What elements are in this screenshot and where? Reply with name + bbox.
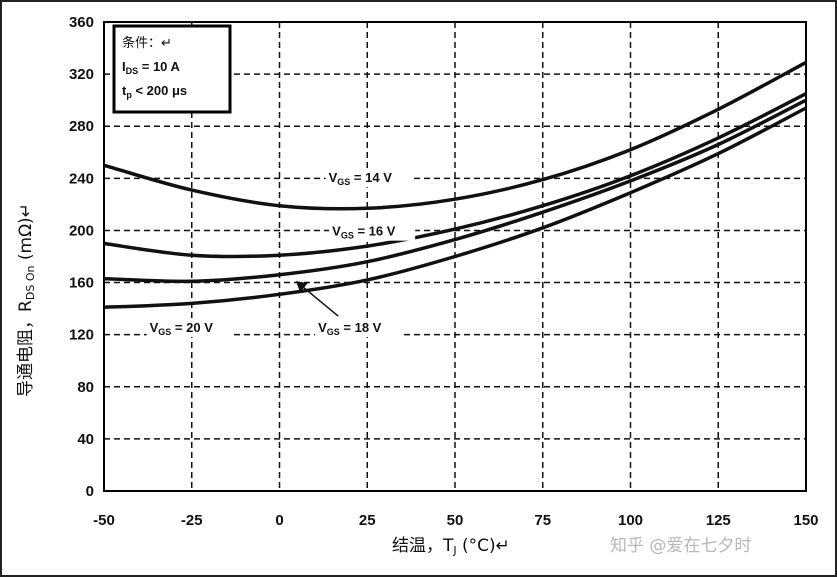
y-axis-title: 导通电阻，RDS On (mΩ)↵ bbox=[16, 203, 37, 397]
y-tick-label: 160 bbox=[69, 275, 94, 292]
x-tick-label: 0 bbox=[275, 512, 283, 529]
grid bbox=[104, 22, 806, 491]
annotation-label-4: VGS = 20 V bbox=[150, 320, 214, 337]
series-annotations: VGS = 14 V VGS = 16 V VGS = 18 V VGS = 20 V bbox=[146, 168, 416, 338]
x-tick-label: 25 bbox=[359, 512, 376, 529]
conditions-box: 条件：↵ IDS = 10 A tp < 200 μs bbox=[112, 24, 232, 114]
conditions-heading: 条件：↵ bbox=[122, 35, 172, 51]
series-line-3 bbox=[103, 98, 807, 284]
tick-labels: 0 40 80 120 160 200 240 280 320 360 -50 -25 0 25 50 75 1… bbox=[69, 14, 819, 529]
annotation-bg bbox=[315, 318, 402, 338]
annotation-arrow bbox=[295, 281, 339, 317]
condition-ids: IDS = 10 A bbox=[122, 59, 181, 76]
series-line-4 bbox=[103, 106, 807, 310]
series-lines bbox=[103, 60, 807, 310]
x-axis-title: 结温，TJ (°C)↵ bbox=[392, 536, 510, 557]
x-tick-label: 150 bbox=[793, 512, 818, 529]
x-tick-label: 125 bbox=[706, 512, 731, 529]
series-line-2 bbox=[103, 92, 807, 259]
y-tick-label: 200 bbox=[69, 222, 94, 239]
y-tick-label: 40 bbox=[77, 431, 94, 448]
annotation-label-1: VGS = 14 V bbox=[329, 170, 393, 187]
watermark: 知乎 @爱在七夕时 bbox=[610, 536, 751, 556]
x-tick-label: -50 bbox=[93, 512, 115, 529]
annotation-bg bbox=[325, 168, 412, 188]
x-tick-label: 50 bbox=[447, 512, 464, 529]
y-tick-label: 0 bbox=[86, 483, 94, 500]
x-tick-label: -25 bbox=[181, 512, 203, 529]
x-tick-label: 75 bbox=[534, 512, 551, 529]
annotation-bg bbox=[146, 318, 233, 338]
annotation-label-2: VGS = 16 V bbox=[332, 224, 396, 241]
conditions-frame bbox=[112, 24, 232, 114]
y-tick-label: 120 bbox=[69, 327, 94, 344]
series-line-1 bbox=[103, 60, 807, 211]
annotation-label-3: VGS = 18 V bbox=[318, 320, 382, 337]
y-tick-label: 320 bbox=[69, 66, 94, 83]
x-tick-label: 100 bbox=[618, 512, 643, 529]
annotation-bg bbox=[329, 221, 416, 241]
y-tick-label: 360 bbox=[69, 14, 94, 31]
y-tick-label: 240 bbox=[69, 170, 94, 187]
y-tick-label: 80 bbox=[77, 379, 94, 396]
condition-tp: tp < 200 μs bbox=[122, 83, 187, 100]
y-tick-label: 280 bbox=[69, 118, 94, 135]
plot-frame bbox=[103, 21, 807, 492]
